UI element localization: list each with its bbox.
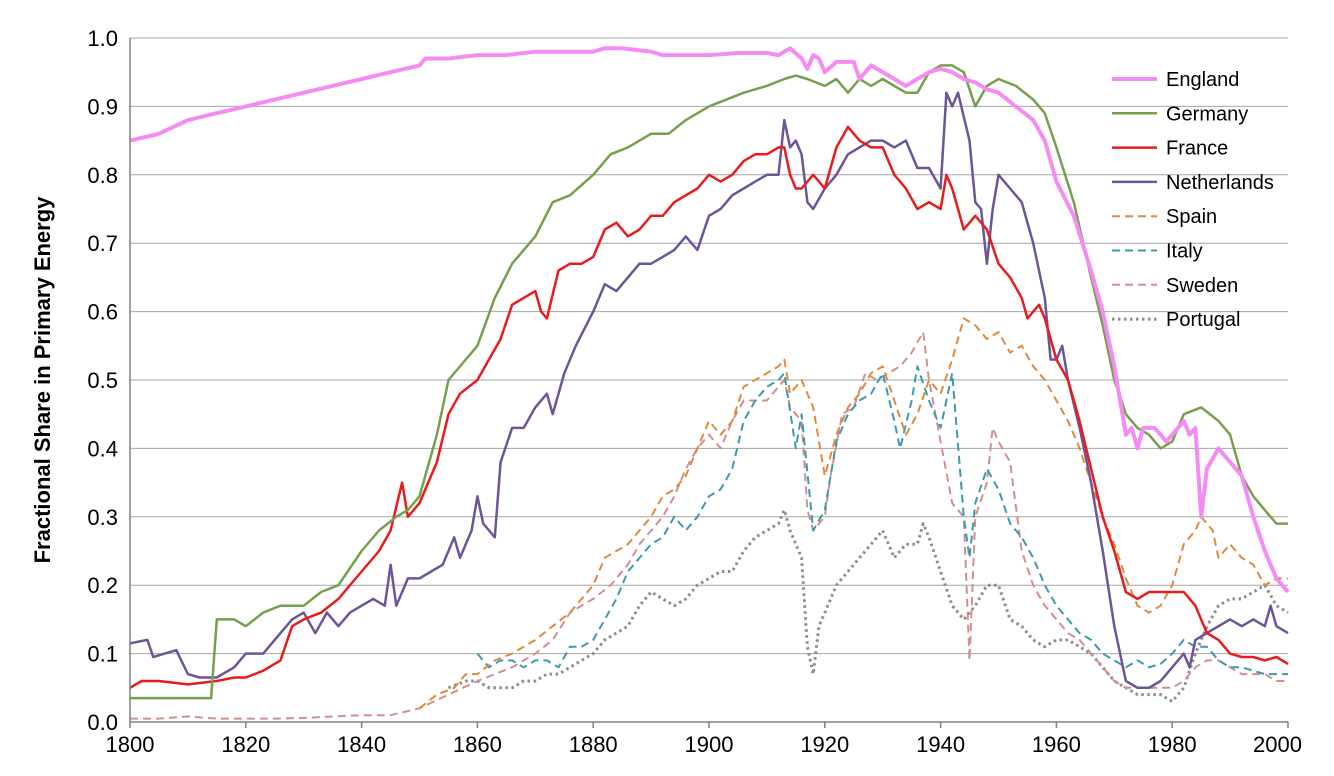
- x-tick-label: 2000: [1253, 732, 1302, 757]
- series-lines: [129, 46, 1290, 720]
- x-tick-label: 1840: [337, 732, 386, 757]
- y-tick-label: 0.0: [87, 710, 118, 735]
- x-tick-label: 1820: [221, 732, 270, 757]
- x-tick-label: 1900: [685, 732, 734, 757]
- legend-label-italy: Italy: [1166, 241, 1203, 263]
- legend-label-netherlands: Netherlands: [1166, 172, 1274, 194]
- legend-label-germany: Germany: [1166, 103, 1248, 125]
- series-line-spain: [418, 317, 1288, 710]
- series-line-netherlands: [129, 91, 1289, 690]
- series-line-germany: [130, 64, 1288, 700]
- legend-label-sweden: Sweden: [1166, 275, 1238, 297]
- x-tick-label: 1940: [916, 732, 965, 757]
- y-tick-label: 0.3: [87, 505, 118, 530]
- y-tick-label: 0.5: [87, 368, 118, 393]
- y-tick-label: 0.1: [87, 642, 118, 667]
- legend-label-england: England: [1166, 69, 1239, 91]
- x-tick-label: 1860: [453, 732, 502, 757]
- series-line-france: [129, 125, 1289, 689]
- y-axis-label: Fractional Share in Primary Energy: [30, 196, 55, 564]
- series-line-portugal: [447, 508, 1289, 703]
- legend-label-portugal: Portugal: [1166, 309, 1241, 331]
- y-tick-label: 0.9: [87, 94, 118, 119]
- y-tick-label: 0.6: [87, 300, 118, 325]
- y-tick-label: 0.7: [87, 231, 118, 256]
- x-tick-label: 1980: [1148, 732, 1197, 757]
- series-line-england: [129, 46, 1290, 594]
- legend-label-spain: Spain: [1166, 206, 1217, 228]
- y-tick-label: 1.0: [87, 26, 118, 51]
- y-tick-label: 0.4: [87, 436, 118, 461]
- x-tick-label: 1960: [1032, 732, 1081, 757]
- y-tick-label: 0.2: [87, 573, 118, 598]
- x-tick-label: 1920: [800, 732, 849, 757]
- y-tick-labels: 0.0 0.1 0.2 0.3 0.4 0.5 0.6 0.7 0.8 0.9 1.0: [87, 26, 118, 735]
- series-line-italy: [476, 365, 1288, 676]
- legend: England Germany France Netherlands Spain Ital…: [1112, 69, 1274, 331]
- axes: [129, 38, 1289, 728]
- y-tick-label: 0.8: [87, 163, 118, 188]
- series-line-sweden: [130, 331, 1288, 720]
- x-tick-label: 1880: [569, 732, 618, 757]
- gridlines: [130, 37, 1288, 655]
- legend-label-france: France: [1166, 138, 1228, 160]
- x-tick-label: 1800: [106, 732, 155, 757]
- x-tick-labels: 1800 1820 1840 1860 1880 1900 1920 1940 1960 1980…: [106, 732, 1302, 757]
